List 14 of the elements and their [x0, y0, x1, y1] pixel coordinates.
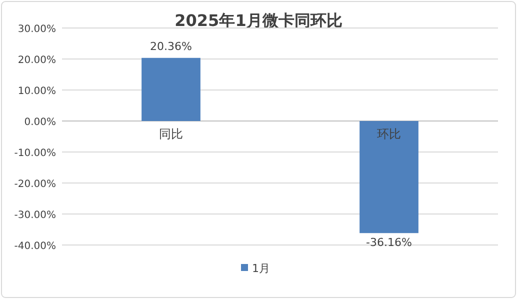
y-tick-label: 0.00%: [24, 117, 56, 128]
text: -36.16%: [366, 236, 412, 250]
x-tick-label: 环比: [377, 127, 401, 141]
y-tick-label: 20.00%: [18, 55, 56, 66]
y-tick-label: 30.00%: [18, 24, 56, 35]
y-tick-label: -10.00%: [14, 148, 56, 159]
y-tick-label: 10.00%: [18, 86, 56, 97]
y-tick-label: -40.00%: [14, 241, 56, 252]
text: 20.36%: [150, 40, 192, 53]
legend-label: 1月: [252, 262, 270, 275]
y-tick-label: -30.00%: [14, 210, 56, 221]
y-tick-label: -20.00%: [14, 179, 56, 190]
chart-title: 2025年1月微卡同环比: [174, 11, 342, 30]
x-tick-label: 同比: [159, 127, 183, 141]
